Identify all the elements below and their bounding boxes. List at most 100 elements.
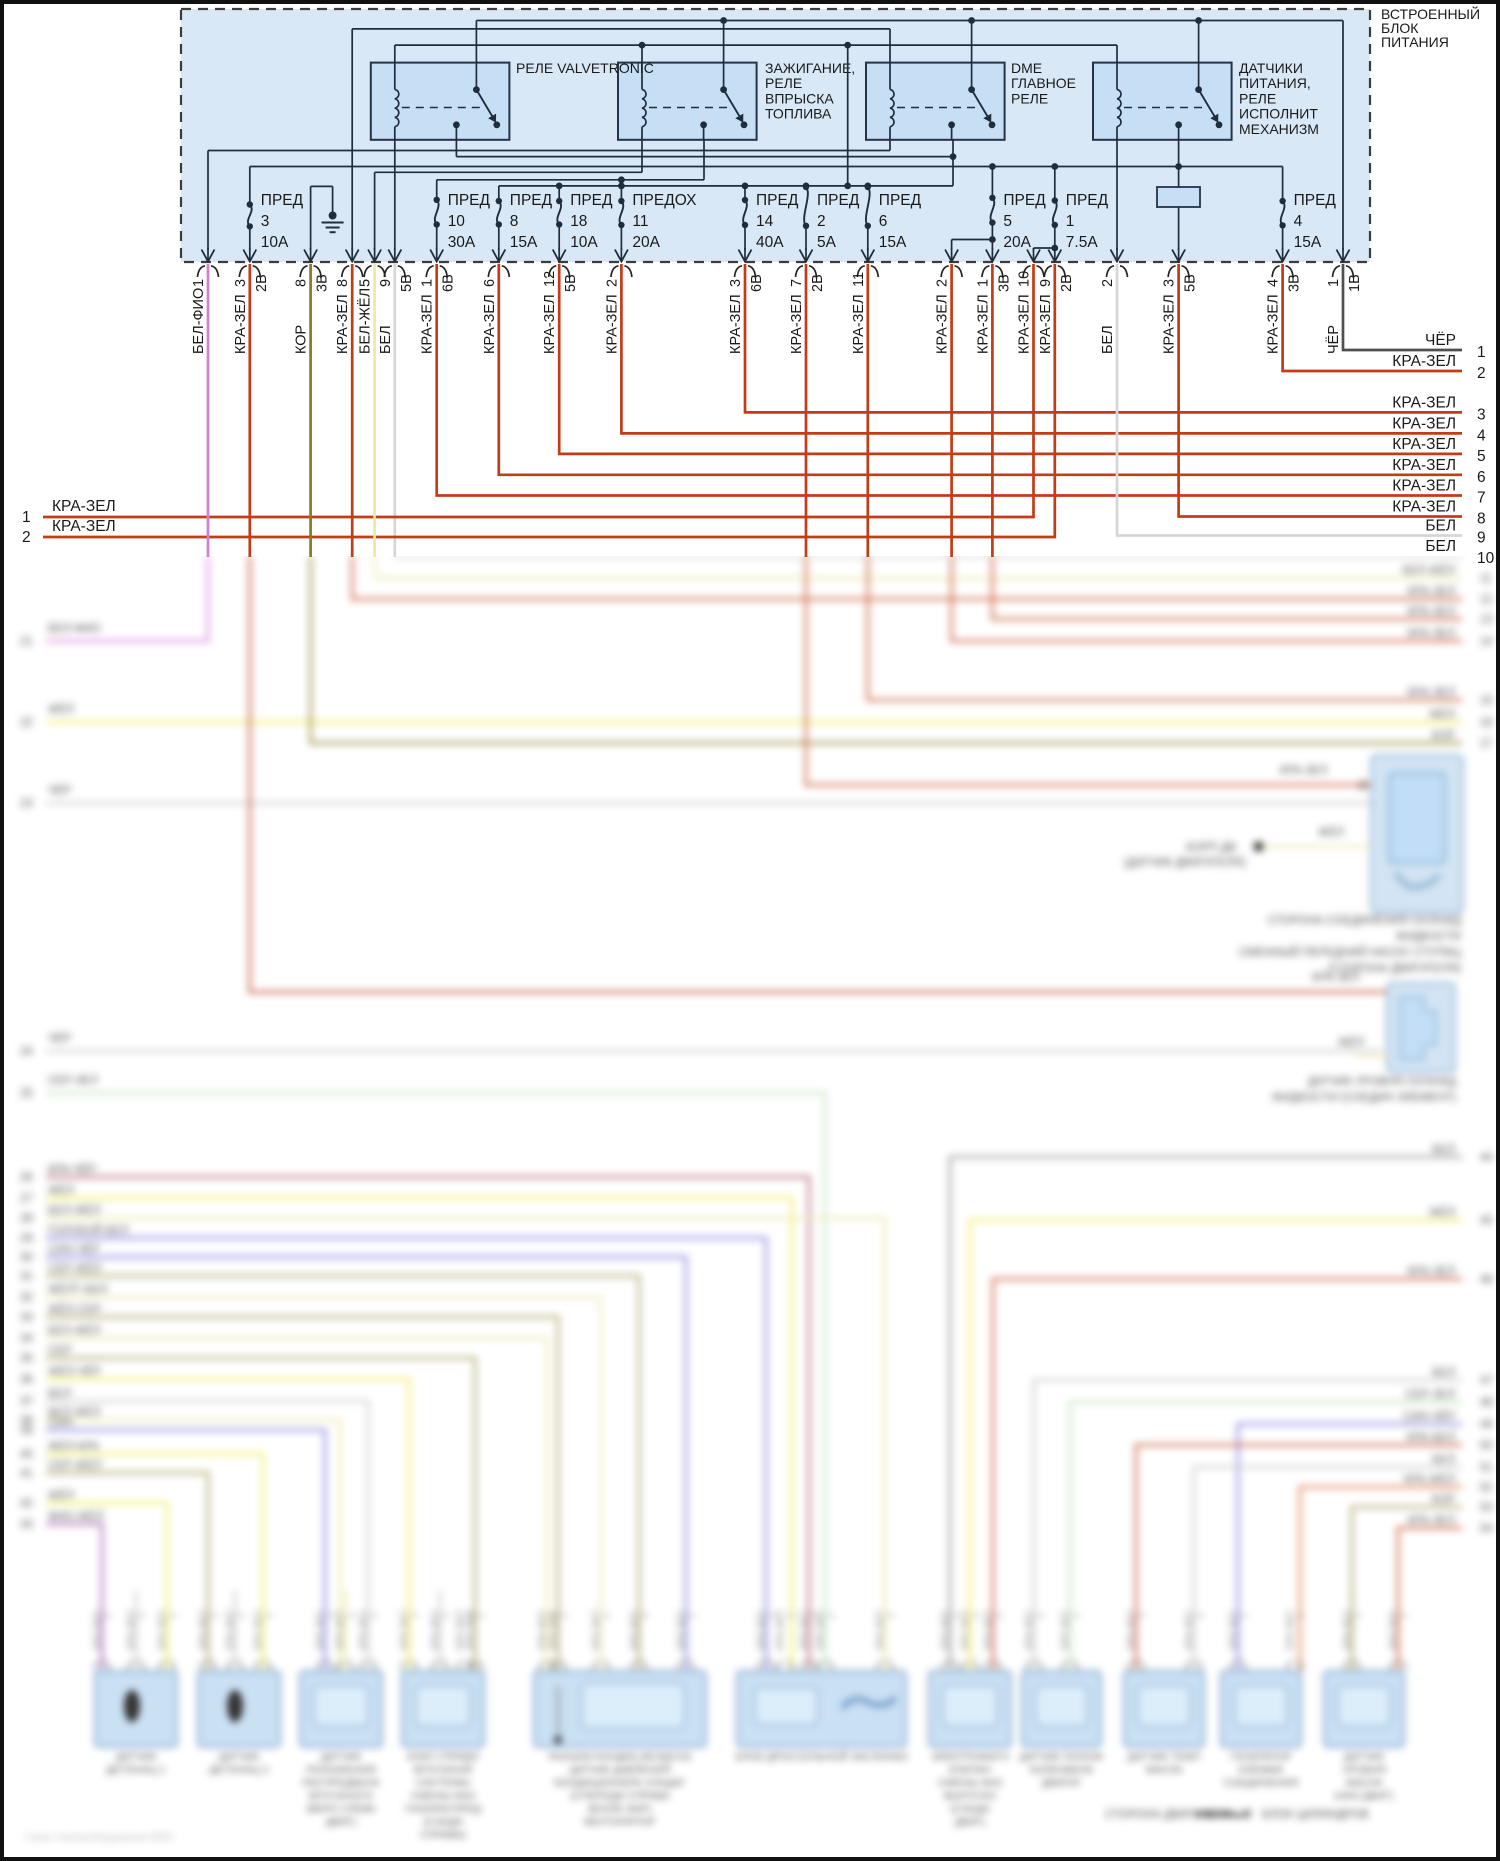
- svg-text:47: 47: [1480, 1375, 1493, 1387]
- svg-text:15А: 15А: [879, 234, 907, 251]
- svg-text:2: 2: [236, 1613, 246, 1618]
- svg-text:СЕР-ЗЕЛ: СЕР-ЗЕЛ: [1405, 1389, 1455, 1401]
- svg-text:15: 15: [1480, 695, 1493, 707]
- svg-text:КРА-ЗЕЛ: КРА-ЗЕЛ: [1392, 478, 1456, 495]
- svg-text:44: 44: [1480, 1152, 1493, 1164]
- svg-text:2: 2: [786, 1613, 796, 1618]
- svg-text:ДАТЧИК УРОВНЯ ОХЛАЖД: ДАТЧИК УРОВНЯ ОХЛАЖД: [1308, 1076, 1456, 1088]
- svg-text:2: 2: [935, 279, 951, 287]
- svg-text:КРА-БЕЛ: КРА-БЕЛ: [1407, 1432, 1455, 1444]
- svg-text:2: 2: [604, 279, 620, 287]
- svg-text:ПРЕД: ПРЕД: [756, 192, 799, 209]
- svg-text:(СПЕРЕДИ СПРАВА: (СПЕРЕДИ СПРАВА: [570, 1790, 669, 1802]
- svg-text:1В: 1В: [1347, 274, 1363, 292]
- svg-text:ЖИДКОСТИ: ЖИДКОСТИ: [1396, 931, 1461, 943]
- svg-text:КРА-ЗЕЛ: КРА-ЗЕЛ: [465, 1611, 476, 1650]
- svg-text:31: 31: [20, 1271, 33, 1283]
- svg-text:КРА-ЗЕЛ: КРА-ЗЕЛ: [1392, 457, 1456, 474]
- svg-text:КРА-ЗЕЛ: КРА-ЗЕЛ: [728, 294, 744, 354]
- svg-text:КРА-ЗЕЛ: КРА-ЗЕЛ: [548, 1611, 559, 1650]
- svg-text:2: 2: [640, 1613, 650, 1618]
- svg-text:2: 2: [209, 1613, 219, 1618]
- svg-text:2: 2: [602, 1613, 612, 1618]
- svg-text:14: 14: [756, 213, 774, 230]
- svg-text:37: 37: [20, 1396, 33, 1408]
- svg-text:18: 18: [570, 213, 587, 230]
- svg-text:ЖЁЛ: ЖЁЛ: [48, 1490, 74, 1502]
- svg-text:1: 1: [420, 279, 436, 287]
- svg-text:5В: 5В: [563, 274, 579, 292]
- svg-text:ЖЁЛ: ЖЁЛ: [1338, 1037, 1364, 1049]
- svg-text:КРА-ЗЕЛ: КРА-ЗЕЛ: [1285, 1611, 1296, 1650]
- svg-text:ПРЕД: ПРЕД: [1003, 192, 1046, 209]
- svg-text:30А: 30А: [448, 234, 476, 251]
- svg-text:УРОВНЯ: УРОВНЯ: [1342, 1764, 1386, 1776]
- svg-text:СПРАВА): СПРАВА): [420, 1829, 466, 1841]
- svg-text:КРА-ЗЕЛ: КРА-ЗЕЛ: [315, 1611, 326, 1650]
- svg-text:48: 48: [1480, 1397, 1493, 1409]
- svg-text:КРА-ЗЕЛ: КРА-ЗЕЛ: [1408, 1515, 1455, 1527]
- svg-text:КРА-ЗЕЛ: КРА-ЗЕЛ: [789, 294, 805, 354]
- svg-text:КРА-ЗЕЛ: КРА-ЗЕЛ: [775, 1611, 786, 1650]
- svg-text:ДВИГ): ДВИГ): [955, 1816, 986, 1828]
- svg-text:КРА-ЗЕЛ: КРА-ЗЕЛ: [126, 1611, 137, 1650]
- svg-text:ДАТЧИК: ДАТЧИК: [1344, 1751, 1385, 1763]
- svg-text:КРА-ЗЕЛ: КРА-ЗЕЛ: [1038, 294, 1054, 354]
- svg-text:КРА-ЗЕЛ: КРА-ЗЕЛ: [455, 1611, 466, 1650]
- svg-text:ГАЗОРАСПРЕД: ГАЗОРАСПРЕД: [405, 1803, 481, 1815]
- svg-text:16: 16: [1480, 717, 1493, 729]
- svg-text:КРА-ЗЕЛ: КРА-ЗЕЛ: [756, 1611, 767, 1650]
- svg-text:3В: 3В: [1287, 274, 1303, 292]
- svg-text:1: 1: [975, 279, 991, 287]
- svg-text:КРА-ЗЕЛ: КРА-ЗЕЛ: [1392, 436, 1456, 453]
- svg-text:БЛОК ДРОССЕЛЬНОЙ ЗАСЛОНКИ: БЛОК ДРОССЕЛЬНОЙ ЗАСЛОНКИ: [736, 1750, 908, 1763]
- svg-text:3: 3: [728, 279, 744, 287]
- svg-text:2В: 2В: [1059, 274, 1075, 292]
- svg-text:49: 49: [1480, 1419, 1493, 1431]
- svg-text:2: 2: [346, 1613, 356, 1618]
- svg-text:20А: 20А: [1003, 234, 1031, 251]
- svg-text:12: 12: [1480, 594, 1493, 606]
- svg-text:7: 7: [789, 279, 805, 287]
- svg-text:3: 3: [261, 213, 270, 230]
- svg-text:КРА-ЗЕЛ: КРА-ЗЕЛ: [1342, 1611, 1353, 1650]
- svg-text:КРА-ЗЕЛ: КРА-ЗЕЛ: [358, 1611, 369, 1650]
- svg-text:КРА-ЗЕЛ: КРА-ЗЕЛ: [52, 498, 116, 515]
- svg-text:2: 2: [168, 1613, 178, 1618]
- svg-text:СМЕНЫ ФАЗ: СМЕНЫ ФАЗ: [938, 1777, 1002, 1789]
- svg-text:КРА-ЗЕЛ: КРА-ЗЕЛ: [1408, 628, 1455, 640]
- svg-text:7.5А: 7.5А: [1066, 234, 1099, 251]
- svg-text:СИСТЕМЫ: СИСТЕМЫ: [416, 1777, 470, 1789]
- svg-text:ДЕТОНАЦ 1: ДЕТОНАЦ 1: [106, 1764, 165, 1776]
- svg-text:ЧЁР: ЧЁР: [1325, 325, 1342, 354]
- svg-text:3: 3: [1477, 406, 1486, 423]
- svg-text:52: 52: [1480, 1482, 1493, 1494]
- svg-text:2: 2: [951, 1613, 961, 1618]
- svg-text:2: 2: [264, 1613, 274, 1618]
- svg-text:БЕЛ: БЕЛ: [378, 325, 394, 354]
- svg-text:КОР: КОР: [294, 325, 310, 354]
- svg-text:КРА-ЗЕЛ: КРА-ЗЕЛ: [198, 1611, 209, 1650]
- svg-text:ДАТЧИК ПОЛОЖ: ДАТЧИК ПОЛОЖ: [1020, 1751, 1104, 1763]
- svg-text:6: 6: [879, 213, 888, 230]
- svg-text:ДЕТОНАЦ 2: ДЕТОНАЦ 2: [209, 1764, 268, 1776]
- svg-text:28: 28: [20, 1213, 33, 1225]
- svg-text:ЖЁЛ-ЧЁР: ЖЁЛ-ЧЁР: [48, 1366, 101, 1378]
- svg-text:БЕЛ-ЖЁЛ: БЕЛ-ЖЁЛ: [1403, 565, 1455, 577]
- svg-text:СЕР-ЗЕЛ: СЕР-ЗЕЛ: [48, 1075, 98, 1087]
- svg-text:2: 2: [441, 1613, 451, 1618]
- svg-text:54: 54: [1480, 1523, 1493, 1535]
- svg-text:(СЗАДИ: (СЗАДИ: [950, 1803, 989, 1815]
- svg-text:КРА-ЗЕЛ: КРА-ЗЕЛ: [335, 294, 351, 354]
- svg-text:34: 34: [20, 1333, 33, 1345]
- svg-text:ЖЁЛ: ЖЁЛ: [48, 704, 74, 716]
- svg-text:(ДАТЧИК ДВИГАТЕЛЯ): (ДАТЧИК ДВИГАТЕЛЯ): [1124, 857, 1246, 869]
- svg-text:4: 4: [1294, 213, 1303, 230]
- svg-text:КРА-ЗЕЛ: КРА-ЗЕЛ: [225, 1611, 236, 1650]
- svg-text:13: 13: [1480, 614, 1493, 626]
- svg-text:БЕЛ: БЕЛ: [1425, 538, 1456, 555]
- svg-text:38: 38: [20, 1415, 33, 1427]
- svg-text:КРА-ЖЁЛ: КРА-ЖЁЛ: [1404, 1474, 1455, 1486]
- svg-text:40: 40: [20, 1449, 33, 1461]
- svg-text:ПРЕД: ПРЕД: [817, 192, 860, 209]
